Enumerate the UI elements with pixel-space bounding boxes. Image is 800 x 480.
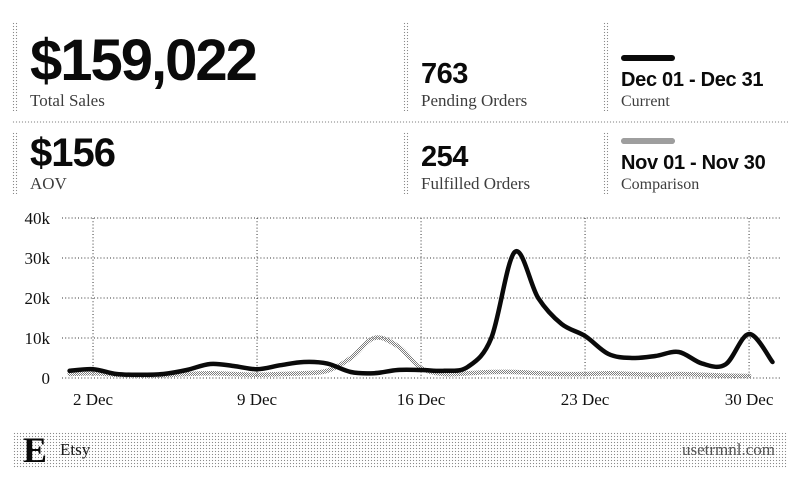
dotted-divider xyxy=(12,22,18,111)
fulfilled-orders-label: Fulfilled Orders xyxy=(421,173,531,193)
svg-text:40k: 40k xyxy=(25,209,51,228)
fulfilled-orders-value: 254 xyxy=(421,141,468,174)
svg-text:23 Dec: 23 Dec xyxy=(561,390,610,409)
dotted-divider xyxy=(12,132,18,194)
footer-bar: E Etsy usetrmnl.com xyxy=(13,432,787,468)
legend-comparison-label: Comparison xyxy=(621,175,700,193)
row-divider xyxy=(12,121,788,123)
legend-current-label: Current xyxy=(621,92,670,110)
etsy-logo-icon: E xyxy=(23,430,48,470)
metric-card-pending-orders: 763 Pending Orders xyxy=(403,22,595,111)
svg-text:30k: 30k xyxy=(25,249,51,268)
svg-text:30 Dec: 30 Dec xyxy=(725,390,774,409)
metric-card-total-sales: $159,022 Total Sales xyxy=(12,22,392,111)
trmnl-site-label: usetrmnl.com xyxy=(681,440,775,459)
svg-text:9 Dec: 9 Dec xyxy=(237,390,278,409)
dotted-divider xyxy=(603,22,609,111)
svg-text:20k: 20k xyxy=(25,289,51,308)
sales-line-chart: 40k 30k 20k 10k 0 2 Dec 9 Dec 16 Dec 23 Dec 30 De… xyxy=(25,209,780,409)
legend-current: Dec 01 - Dec 31 Current xyxy=(603,22,789,111)
metric-card-fulfilled-orders: 254 Fulfilled Orders xyxy=(403,132,595,194)
svg-text:0: 0 xyxy=(42,369,51,388)
legend-comparison-range: Nov 01 - Nov 30 xyxy=(621,151,766,174)
legend-comparison: Nov 01 - Nov 30 Comparison xyxy=(603,132,789,194)
metric-card-aov: $156 AOV xyxy=(12,132,392,194)
plugin-name: Etsy xyxy=(60,440,91,459)
pending-orders-label: Pending Orders xyxy=(421,90,528,110)
svg-text:2 Dec: 2 Dec xyxy=(73,390,114,409)
legend-comparison-swatch xyxy=(621,137,675,144)
pending-orders-value: 763 xyxy=(421,58,468,91)
dotted-divider xyxy=(403,22,409,111)
legend-current-swatch xyxy=(621,54,675,61)
legend-current-range: Dec 01 - Dec 31 xyxy=(621,68,764,91)
aov-label: AOV xyxy=(30,173,67,193)
total-sales-label: Total Sales xyxy=(30,90,105,110)
svg-text:10k: 10k xyxy=(25,329,51,348)
total-sales-value: $159,022 xyxy=(30,27,258,93)
svg-text:16 Dec: 16 Dec xyxy=(397,390,446,409)
aov-value: $156 xyxy=(30,130,116,175)
dotted-divider xyxy=(603,132,609,194)
dotted-divider xyxy=(403,132,409,194)
